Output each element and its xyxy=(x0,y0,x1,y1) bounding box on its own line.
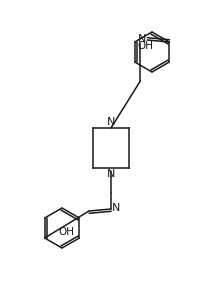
Text: N: N xyxy=(107,117,115,127)
Text: OH: OH xyxy=(138,41,154,51)
Text: N: N xyxy=(107,169,115,179)
Text: N: N xyxy=(138,34,147,44)
Text: N: N xyxy=(112,203,120,213)
Text: OH: OH xyxy=(58,227,74,237)
